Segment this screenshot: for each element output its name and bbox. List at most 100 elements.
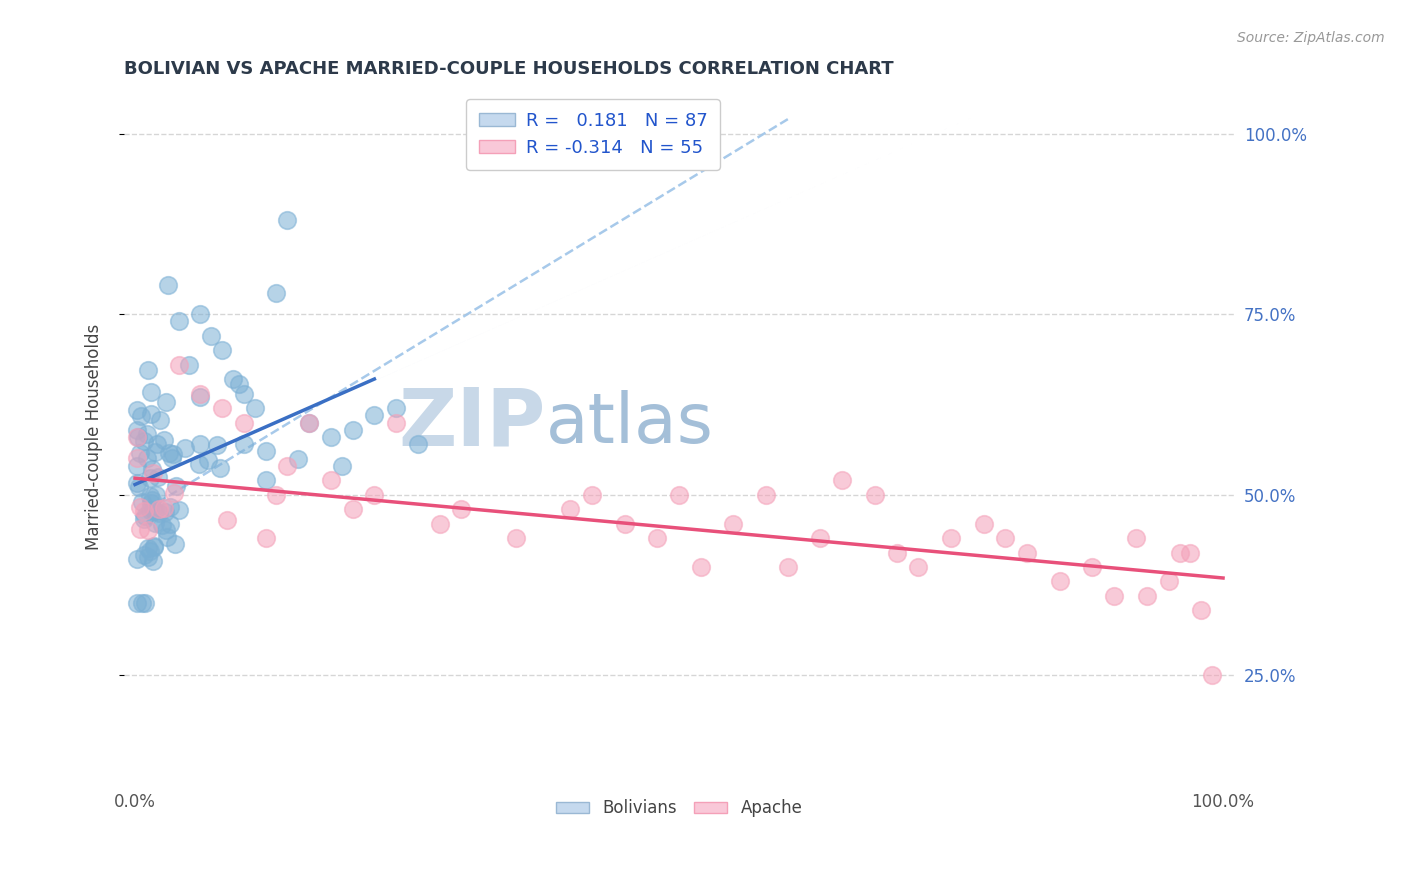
Point [165,479,187,493]
Point [132,549,155,563]
Point [287,451,309,466]
Point [155,395,177,409]
Point [156,530,179,544]
Point [127,552,149,566]
Point [135,451,157,466]
Point [406,437,429,451]
Point [1201,668,1223,682]
Point [143,504,166,518]
Point [167,358,190,372]
Point [142,539,165,553]
Text: ZIP: ZIP [399,384,546,462]
Point [994,531,1017,545]
Point [1081,560,1104,574]
Point [160,451,183,466]
Point [190,437,212,451]
Point [139,503,162,517]
Point [167,314,190,328]
Point [385,416,408,430]
Point [254,474,277,488]
Point [211,343,233,358]
Point [129,409,152,423]
Text: Source: ZipAtlas.com: Source: ZipAtlas.com [1237,31,1385,45]
Point [1017,545,1039,559]
Point [232,386,254,401]
Point [141,461,163,475]
Point [298,416,321,430]
Point [217,513,239,527]
Y-axis label: Married-couple Households: Married-couple Households [86,324,103,550]
Legend: Bolivians, Apache: Bolivians, Apache [550,793,808,824]
Point [831,474,853,488]
Point [810,531,832,545]
Point [132,504,155,518]
Point [266,488,288,502]
Point [136,523,159,537]
Point [134,434,156,449]
Point [232,437,254,451]
Point [127,429,149,443]
Point [450,502,472,516]
Point [136,541,159,556]
Point [319,474,342,488]
Point [342,502,364,516]
Point [145,437,167,451]
Point [127,450,149,465]
Point [127,596,149,610]
Point [127,475,149,490]
Point [342,423,364,437]
Point [136,549,159,564]
Point [1168,545,1191,559]
Point [143,445,166,459]
Point [163,486,186,500]
Point [134,508,156,523]
Point [581,488,603,502]
Point [276,213,298,227]
Point [668,488,690,502]
Point [127,458,149,473]
Point [148,506,170,520]
Point [148,501,170,516]
Text: atlas: atlas [546,390,714,457]
Point [138,543,160,558]
Point [127,423,149,437]
Point [146,469,169,483]
Point [254,444,277,458]
Point [136,362,159,376]
Point [613,516,636,531]
Point [188,307,211,321]
Point [689,560,711,574]
Point [197,453,219,467]
Point [276,458,298,473]
Point [163,537,186,551]
Point [266,285,288,300]
Point [243,401,266,416]
Point [153,433,176,447]
Point [142,540,165,554]
Point [298,416,321,430]
Point [1157,574,1180,589]
Point [385,401,408,416]
Point [132,512,155,526]
Point [141,384,163,399]
Point [138,489,160,503]
Point [156,278,179,293]
Point [208,460,231,475]
Point [142,502,165,516]
Point [188,386,211,401]
Point [1102,589,1125,603]
Point [188,458,211,472]
Point [188,391,211,405]
Point [222,372,245,386]
Point [153,505,176,519]
Point [131,596,153,610]
Point [155,523,177,537]
Point [150,518,173,533]
Point [363,409,385,423]
Point [723,516,745,531]
Point [153,500,176,515]
Point [1049,574,1071,589]
Point [129,500,152,515]
Point [776,560,799,574]
Point [139,496,162,510]
